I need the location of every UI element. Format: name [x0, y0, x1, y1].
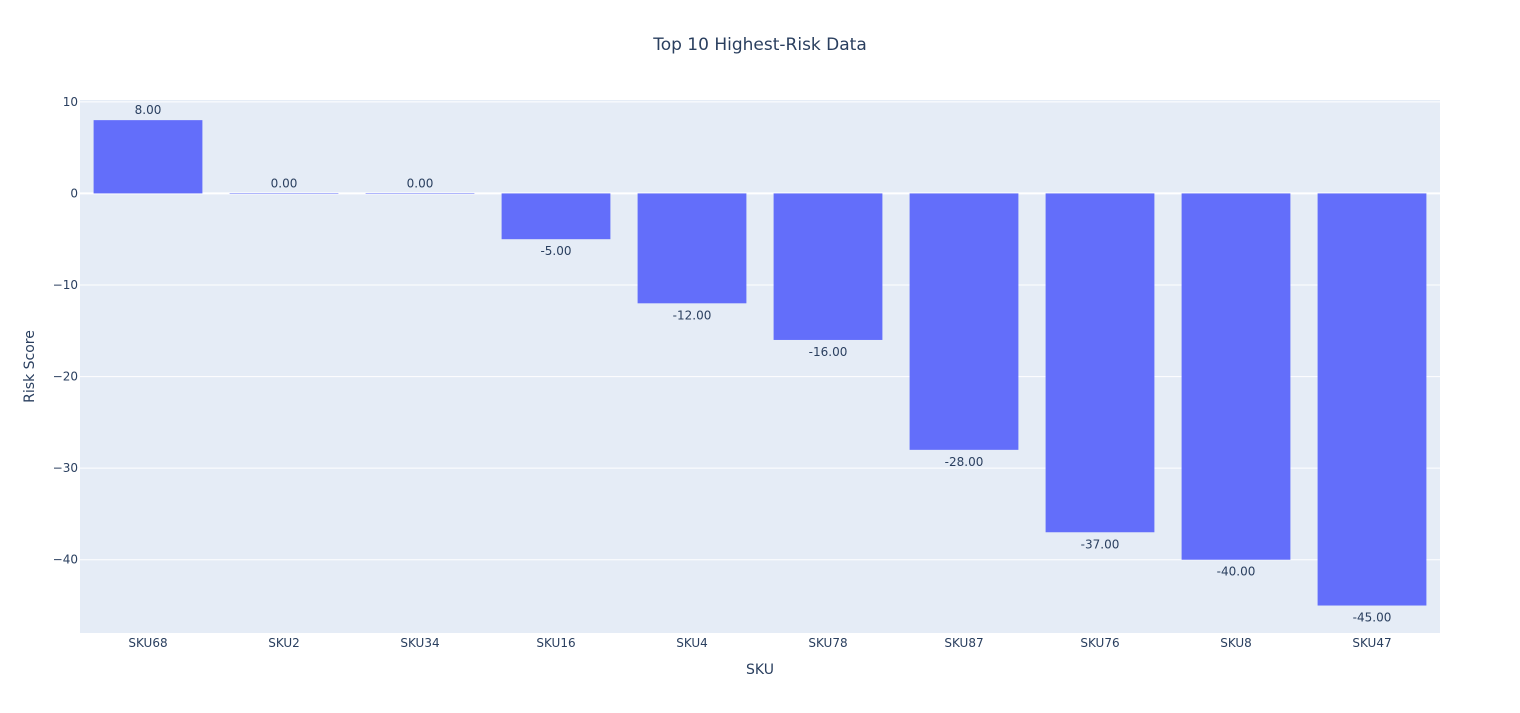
data-label: 0.00: [407, 176, 434, 190]
x-tick-label: SKU2: [268, 636, 300, 650]
data-labels: 8.00 0.00 0.00 -5.00 -12.00 -16.00 -28.00 -37.0…: [135, 103, 1392, 624]
bar-sku16: [501, 193, 611, 240]
data-label: -28.00: [945, 455, 984, 469]
data-label: -37.00: [1081, 537, 1120, 551]
data-label: 8.00: [135, 103, 162, 117]
y-tick-label: 0: [70, 186, 78, 200]
x-tick-label: SKU16: [536, 636, 575, 650]
data-label: -45.00: [1353, 611, 1392, 625]
data-label: -16.00: [809, 345, 848, 359]
x-tick-label: SKU78: [808, 636, 847, 650]
y-tick-label: −40: [53, 553, 78, 567]
x-axis-title: SKU: [746, 662, 774, 678]
bar-sku68: [93, 120, 203, 194]
x-tick-label: SKU34: [400, 636, 439, 650]
x-tick-label: SKU76: [1080, 636, 1119, 650]
bar-sku76: [1045, 193, 1155, 533]
data-label: -12.00: [673, 308, 712, 322]
y-tick-label: 10: [63, 95, 78, 109]
y-tick-label: −10: [53, 278, 78, 292]
bars: [93, 120, 1427, 606]
y-tick-label: −30: [53, 461, 78, 475]
bar-sku87: [909, 193, 1019, 450]
y-axis-title: Risk Score: [22, 330, 38, 403]
y-tick-label: −20: [53, 370, 78, 384]
data-label: -40.00: [1217, 565, 1256, 579]
bar-sku8: [1181, 193, 1291, 560]
x-tick-label: SKU68: [128, 636, 167, 650]
data-label: 0.00: [271, 176, 298, 190]
x-tick-label: SKU8: [1220, 636, 1252, 650]
chart-title: Top 10 Highest-Risk Data: [652, 35, 867, 55]
bar-sku78: [773, 193, 883, 340]
bar-sku2: [229, 193, 339, 194]
bar-sku34: [365, 193, 475, 194]
x-axis-ticks: SKU68 SKU2 SKU34 SKU16 SKU4 SKU78 SKU87 SKU76 SK…: [128, 636, 1391, 650]
x-tick-label: SKU4: [676, 636, 708, 650]
y-axis-ticks: 10 0 −10 −20 −30 −40: [53, 95, 78, 567]
x-tick-label: SKU47: [1352, 636, 1391, 650]
bar-sku47: [1317, 193, 1427, 606]
data-label: -5.00: [540, 244, 571, 258]
x-tick-label: SKU87: [944, 636, 983, 650]
bar-sku4: [637, 193, 747, 304]
